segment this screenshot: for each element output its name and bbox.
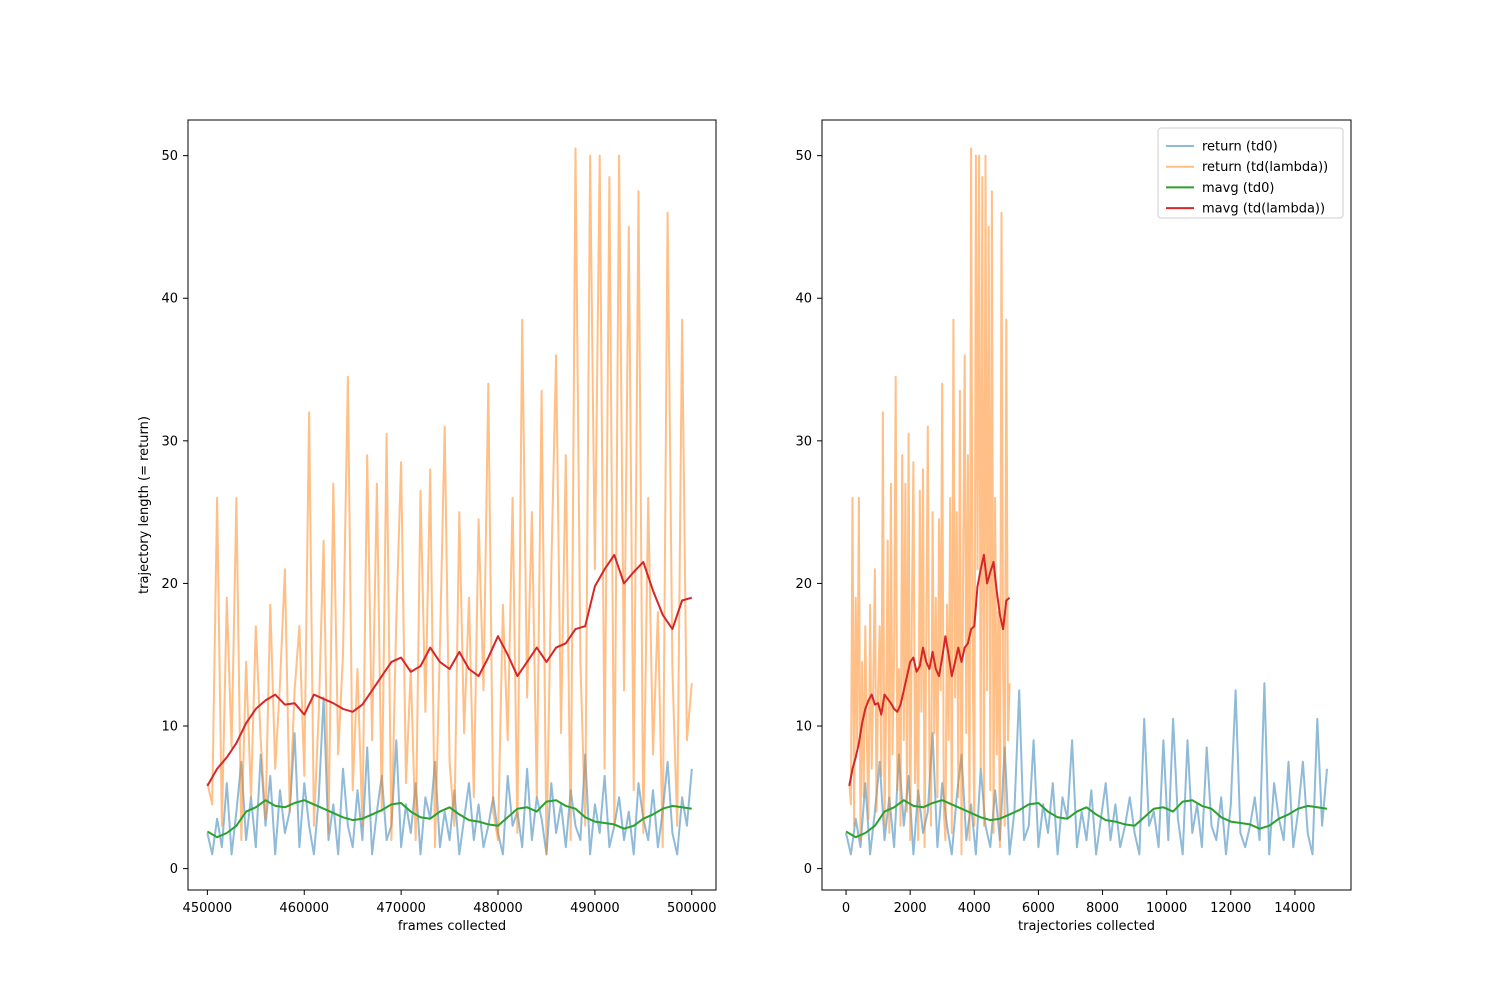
y-tick-label: 0 <box>804 862 812 877</box>
y-axis-label: trajectory length (= return) <box>137 416 152 594</box>
x-tick-label: 12000 <box>1210 901 1251 916</box>
y-tick-label: 40 <box>795 292 812 307</box>
right-chart-panel: 0 2000 4000 6000 8000 10000 12000 14000 0 10 20 30 4… <box>795 119 1352 934</box>
legend-entry-label: return (td0) <box>1202 140 1278 155</box>
x-tick-label: 10000 <box>1146 901 1187 916</box>
y-tick-label: 30 <box>795 434 812 449</box>
series-line-mavg-td0 <box>845 799 1328 839</box>
y-tick-label: 50 <box>161 149 178 164</box>
series-group <box>845 147 1328 856</box>
x-tick-label: 6000 <box>1022 901 1055 916</box>
y-tick-label: 50 <box>795 149 812 164</box>
series-line-return-td-lambda <box>206 147 693 856</box>
y-tick-label: 20 <box>161 577 178 592</box>
legend: return (td0) return (td(lambda)) mavg (td0… <box>1157 127 1344 219</box>
legend-entry-label: return (td(lambda)) <box>1202 160 1328 175</box>
left-chart-panel: 450000 460000 470000 480000 490000 500000 0 10 2… <box>137 119 717 934</box>
x-tick-label: 14000 <box>1274 901 1315 916</box>
x-tick-label: 4000 <box>958 901 991 916</box>
legend-box <box>1157 127 1344 219</box>
y-tick-label: 0 <box>170 862 178 877</box>
series-line-mavg-td-lambda <box>206 553 693 787</box>
x-tick-label: 470000 <box>376 901 426 916</box>
plot-frame <box>187 119 717 891</box>
series-line-mavg-td0 <box>206 799 692 839</box>
series-line-mavg-td-lambda <box>848 553 1011 787</box>
x-axis-label: frames collected <box>398 919 506 934</box>
y-tick-label: 10 <box>795 720 812 735</box>
y-tick-label: 10 <box>161 720 178 735</box>
series-group <box>206 147 693 856</box>
plot-frame <box>821 119 1352 891</box>
x-tick-label: 450000 <box>183 901 233 916</box>
x-tick-label: 8000 <box>1086 901 1119 916</box>
legend-entry-label: mavg (td(lambda)) <box>1202 202 1325 217</box>
series-line-return-td0 <box>206 696 693 856</box>
y-tick-label: 20 <box>795 577 812 592</box>
x-tick-label: 0 <box>842 901 850 916</box>
legend-entry-label: mavg (td0) <box>1202 181 1274 196</box>
y-tick-label: 30 <box>161 434 178 449</box>
x-tick-label: 480000 <box>473 901 523 916</box>
x-tick-label: 490000 <box>570 901 620 916</box>
x-tick-label: 2000 <box>894 901 927 916</box>
y-tick-label: 40 <box>161 292 178 307</box>
x-axis-label: trajectories collected <box>1018 919 1155 934</box>
x-tick-label: 500000 <box>667 901 717 916</box>
series-line-return-td-lambda <box>848 147 1011 856</box>
x-tick-label: 460000 <box>279 901 329 916</box>
series-line-return-td0 <box>845 682 1328 856</box>
